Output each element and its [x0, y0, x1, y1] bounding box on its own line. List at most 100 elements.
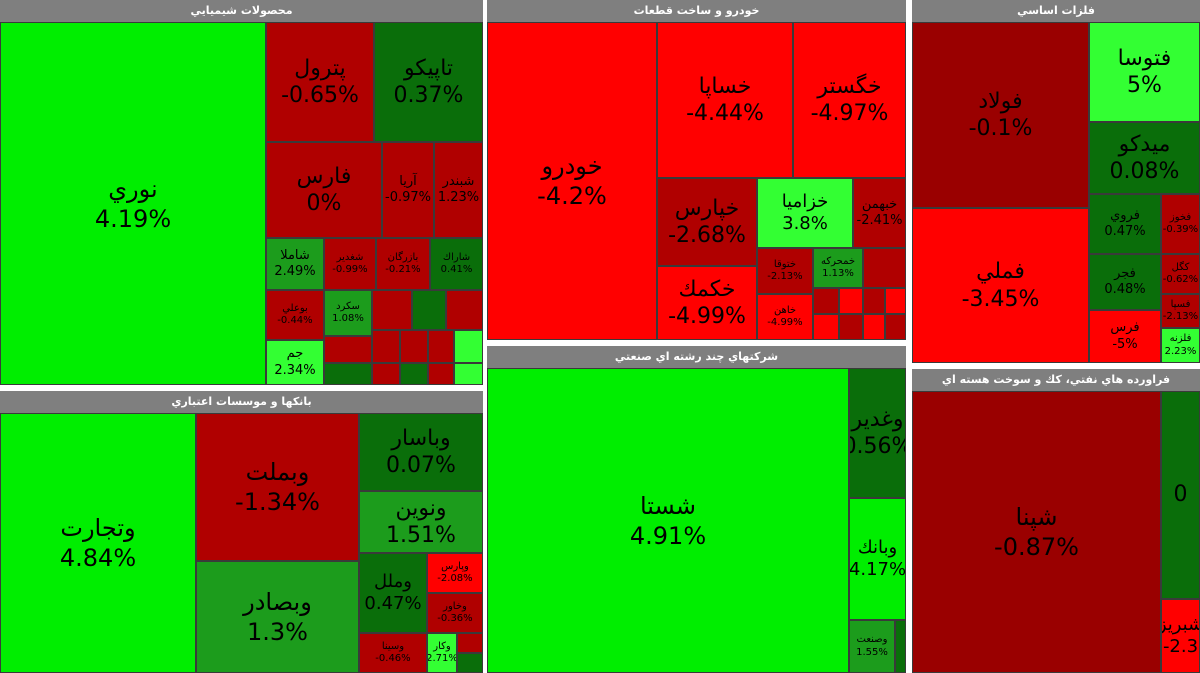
tile-change: -4.44% [686, 101, 764, 126]
tile-shaghadir[interactable]: شغدير -0.99% [324, 238, 376, 290]
tile-fespa[interactable]: فسپا -2.13% [1161, 294, 1200, 328]
tile-fakhooz[interactable]: فخوز -0.39% [1161, 194, 1200, 254]
tile-symbol: خساپا [698, 73, 752, 99]
tile-small[interactable] [454, 363, 483, 385]
tile-vabank[interactable]: وبانك 4.17% [849, 498, 906, 620]
tile-fetosa[interactable]: فتوسا 5% [1089, 22, 1200, 122]
panel-banks: بانکها و موسسات اعتباري وتجارت 4.84% وبم… [0, 391, 483, 673]
tile-small[interactable] [400, 363, 428, 385]
tile-small[interactable] [863, 314, 885, 340]
panel-chemical: محصولات شيميايي نوري 4.19% پترول -0.65% … [0, 0, 483, 385]
tile-small[interactable] [412, 290, 446, 330]
tile-small[interactable] [324, 336, 372, 363]
tile-shepna[interactable]: شپنا -0.87% [912, 391, 1161, 673]
tile-khpars[interactable]: خپارس -2.68% [657, 178, 757, 266]
tile-shabriz[interactable]: شبريز -2.3 [1161, 599, 1200, 673]
tile-vanovin[interactable]: ونوين 1.51% [359, 491, 483, 553]
tile-change: 0 [1173, 482, 1188, 508]
tile-foravi[interactable]: فروي 0.47% [1089, 194, 1161, 254]
tile-unnamed[interactable]: 0 [1161, 391, 1200, 599]
tile-khbahman[interactable]: خبهمن -2.41% [853, 178, 906, 248]
tile-noori[interactable]: نوري 4.19% [0, 22, 266, 385]
tile-khgostar[interactable]: خگستر -4.97% [793, 22, 906, 178]
tile-symbol: فسپا [1170, 298, 1191, 310]
tile-change: -4.2% [537, 182, 607, 210]
tile-kegol[interactable]: كگل -0.62% [1161, 254, 1200, 294]
tile-symbol: شستا [639, 491, 697, 520]
tile-fameli[interactable]: فملي -3.45% [912, 208, 1089, 363]
treemap: خودرو -4.2% خساپا -4.44% خگستر -4.97% خپ… [487, 22, 906, 340]
tile-vasina[interactable]: وسينا -0.46% [359, 633, 427, 673]
tile-change: -0.39% [1162, 224, 1199, 235]
tile-small[interactable] [813, 314, 839, 340]
tile-bazargan[interactable]: بازرگان -0.21% [376, 238, 430, 290]
tile-change: -0.44% [277, 315, 313, 326]
tile-midco[interactable]: ميدكو 0.08% [1089, 122, 1200, 194]
tile-shamla[interactable]: شاملا 2.49% [266, 238, 324, 290]
tile-sharak[interactable]: شاراك 0.41% [430, 238, 483, 290]
panel-metals: فلزات اساسي فولاد -0.1% فتوسا 5% ميدكو 0… [912, 0, 1200, 363]
tile-change: -0.36% [437, 613, 473, 624]
tile-small[interactable] [885, 314, 906, 340]
tile-small[interactable] [457, 633, 483, 653]
tile-small[interactable] [863, 248, 906, 288]
tile-change: 1.55% [856, 646, 888, 658]
tile-change: -2.41% [856, 213, 903, 228]
tile-khodro[interactable]: خودرو -4.2% [487, 22, 657, 340]
tile-khmoharrekeh[interactable]: خمحركه 1.13% [813, 248, 863, 288]
tile-symbol: فروي [1110, 207, 1140, 223]
tile-tejarat[interactable]: وتجارت 4.84% [0, 413, 196, 673]
tile-vabasar[interactable]: وباسار 0.07% [359, 413, 483, 491]
tile-vakar[interactable]: وكار 2.71% [427, 633, 457, 673]
tile-small[interactable] [839, 288, 863, 314]
tile-small[interactable] [372, 290, 412, 330]
tile-felzneh[interactable]: فلزنه 2.23% [1161, 328, 1200, 363]
tile-vaghadir[interactable]: وغدير 0.56% [849, 368, 906, 498]
tile-vakhavar[interactable]: وخاور -0.36% [427, 593, 483, 633]
tile-jam[interactable]: جم 2.34% [266, 340, 324, 385]
tile-small[interactable] [400, 330, 428, 363]
tile-small[interactable] [428, 330, 454, 363]
tile-tapico[interactable]: تاپيکو 0.37% [374, 22, 483, 142]
treemap: شستا 4.91% وغدير 0.56% وبانك 4.17% وصنعت… [487, 368, 906, 673]
tile-khahan[interactable]: خاهن -4.99% [757, 294, 813, 340]
tile-small[interactable] [454, 330, 483, 363]
tile-small[interactable] [885, 288, 906, 314]
tile-small[interactable] [895, 620, 906, 673]
tile-symbol: وتجارت [60, 514, 136, 542]
tile-small[interactable] [839, 314, 863, 340]
tile-symbol: فارس [296, 163, 352, 189]
tile-small[interactable] [446, 290, 483, 330]
tile-mellat[interactable]: وبملت -1.34% [196, 413, 359, 561]
tile-khsapa[interactable]: خساپا -4.44% [657, 22, 793, 178]
tile-fars[interactable]: فارس 0% [266, 142, 382, 238]
tile-sokord[interactable]: سكرد 1.08% [324, 290, 372, 336]
tile-khkomak[interactable]: خكمك -4.99% [657, 266, 757, 340]
tile-khtooga[interactable]: ختوقا -2.13% [757, 248, 813, 294]
tile-booali[interactable]: بوعلي -0.44% [266, 290, 324, 340]
tile-fajr[interactable]: فجر 0.48% [1089, 254, 1161, 310]
panel-title: محصولات شيميايي [0, 0, 483, 22]
tile-small[interactable] [372, 330, 400, 363]
tile-vasanat[interactable]: وصنعت 1.55% [849, 620, 895, 673]
tile-aria[interactable]: آريا -0.97% [382, 142, 434, 238]
tile-change: -5% [1112, 336, 1138, 352]
panel-multi-industry: شرکتهاي چند رشته اي صنعتي شستا 4.91% وغد… [487, 346, 906, 673]
tile-saderat[interactable]: وبصادر 1.3% [196, 561, 359, 673]
tile-small[interactable] [428, 363, 454, 385]
tile-shasta[interactable]: شستا 4.91% [487, 368, 849, 673]
tile-vapars[interactable]: وپارس -2.08% [427, 553, 483, 593]
tile-small[interactable] [324, 363, 372, 385]
tile-small[interactable] [813, 288, 839, 314]
tile-small[interactable] [457, 653, 483, 673]
tile-small[interactable] [863, 288, 885, 314]
tile-symbol: خبهمن [861, 196, 898, 212]
tile-feres[interactable]: فرس -5% [1089, 310, 1161, 363]
tile-petrol[interactable]: پترول -0.65% [266, 22, 374, 142]
tile-change: -2.3 [1162, 636, 1199, 657]
tile-melal[interactable]: وملل 0.47% [359, 553, 427, 633]
tile-foolad[interactable]: فولاد -0.1% [912, 22, 1089, 208]
tile-khzamia[interactable]: خزاميا 3.8% [757, 178, 853, 248]
tile-shabandar[interactable]: شبندر 1.23% [434, 142, 483, 238]
tile-small[interactable] [372, 363, 400, 385]
